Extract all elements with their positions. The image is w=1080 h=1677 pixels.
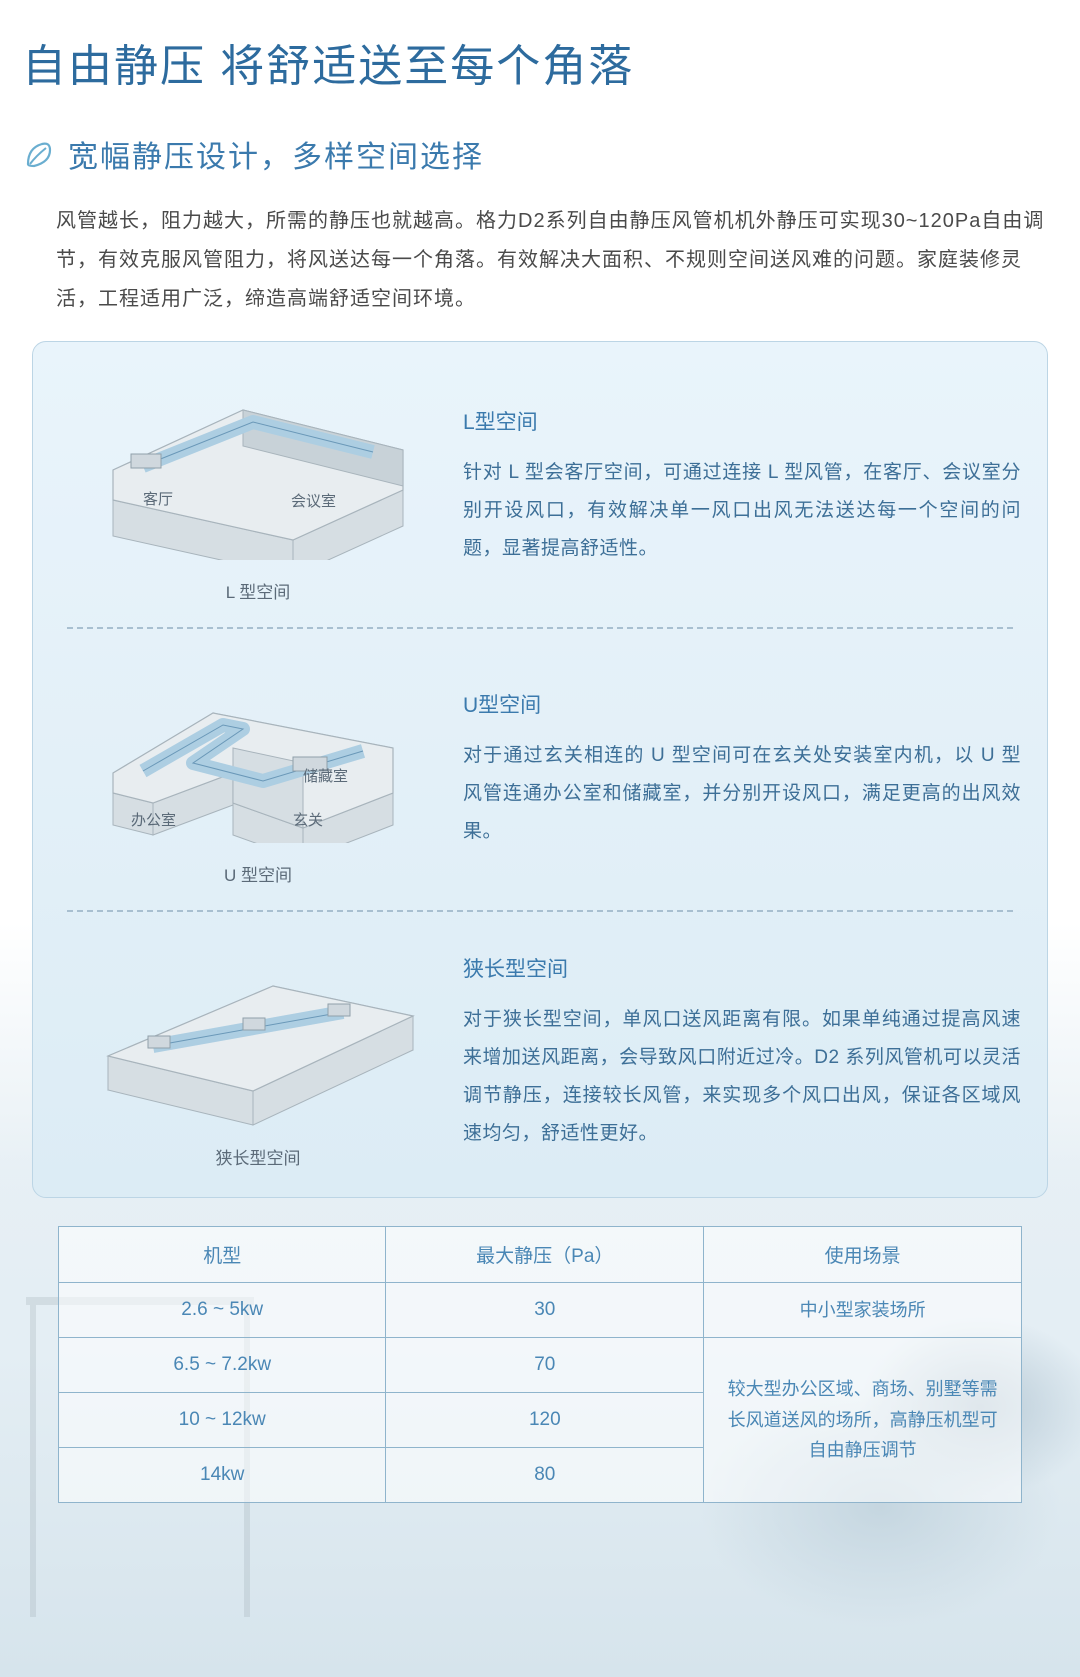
diagram-caption: L 型空间 [73, 578, 443, 603]
description-title: 狭长型空间 [463, 953, 1021, 983]
intro-paragraph: 风管越长，阻力越大，所需的静压也就越高。格力D2系列自由静压风管机机外静压可实现… [56, 202, 1058, 319]
diagram-panel: 客厅会议室L 型空间L型空间针对 L 型会客厅空间，可通过连接 L 型风管，在客… [32, 341, 1048, 1198]
cell-pressure: 70 [386, 1338, 704, 1393]
description-text: 对于通过玄关相连的 U 型空间可在玄关处安装室内机，以 U 型风管连通办公室和储… [463, 737, 1021, 851]
main-title: 自由静压 将舒适送至每个角落 [22, 30, 1058, 94]
room-label: 会议室 [291, 490, 336, 511]
room-label: 办公室 [131, 809, 176, 830]
room-label: 储藏室 [303, 765, 348, 786]
spec-table-wrap: 机型最大静压（Pa）使用场景2.6 ~ 5kw30中小型家装场所6.5 ~ 7.… [58, 1226, 1022, 1503]
cell-model: 10 ~ 12kw [59, 1393, 386, 1448]
space-block-l: 客厅会议室L 型空间L型空间针对 L 型会客厅空间，可通过连接 L 型风管，在客… [33, 360, 1047, 613]
cell-pressure: 120 [386, 1393, 704, 1448]
room-label: 玄关 [293, 809, 323, 830]
diagram-caption: 狭长型空间 [73, 1144, 443, 1169]
leaf-icon [22, 138, 54, 170]
diagram-u: 办公室 储藏室玄关 U 型空间 [73, 653, 443, 886]
cell-scene: 中小型家装场所 [704, 1283, 1022, 1338]
description-long: 狭长型空间对于狭长型空间，单风口送风距离有限。如果单纯通过提高风速来增加送风距离… [443, 953, 1021, 1153]
diagram-l: 客厅 会议室 L 型空间 [73, 370, 443, 603]
table-header: 最大静压（Pa） [386, 1227, 704, 1283]
table-header: 使用场景 [704, 1227, 1022, 1283]
description-u: U型空间对于通过玄关相连的 U 型空间可在玄关处安装室内机，以 U 型风管连通办… [443, 689, 1021, 851]
diagram-caption: U 型空间 [73, 861, 443, 886]
space-block-u: 办公室储藏室玄关U 型空间U型空间对于通过玄关相连的 U 型空间可在玄关处安装室… [33, 643, 1047, 896]
description-title: L型空间 [463, 406, 1021, 436]
description-text: 对于狭长型空间，单风口送风距离有限。如果单纯通过提高风速来增加送风距离，会导致风… [463, 1001, 1021, 1153]
table-row: 6.5 ~ 7.2kw70较大型办公区域、商场、别墅等需长风道送风的场所，高静压… [59, 1338, 1022, 1393]
block-divider [67, 910, 1013, 912]
cell-scene: 较大型办公区域、商场、别墅等需长风道送风的场所，高静压机型可自由静压调节 [704, 1338, 1022, 1503]
block-divider [67, 627, 1013, 629]
cell-model: 6.5 ~ 7.2kw [59, 1338, 386, 1393]
cell-pressure: 30 [386, 1283, 704, 1338]
description-l: L型空间针对 L 型会客厅空间，可通过连接 L 型风管，在客厅、会议室分别开设风… [443, 406, 1021, 568]
cell-pressure: 80 [386, 1448, 704, 1503]
room-label: 客厅 [143, 488, 173, 509]
space-block-long: 狭长型空间狭长型空间对于狭长型空间，单风口送风距离有限。如果单纯通过提高风速来增… [33, 926, 1047, 1179]
table-row: 2.6 ~ 5kw30中小型家装场所 [59, 1283, 1022, 1338]
spec-table: 机型最大静压（Pa）使用场景2.6 ~ 5kw30中小型家装场所6.5 ~ 7.… [58, 1226, 1022, 1503]
description-text: 针对 L 型会客厅空间，可通过连接 L 型风管，在客厅、会议室分别开设风口，有效… [463, 454, 1021, 568]
subtitle-row: 宽幅静压设计，多样空间选择 [22, 132, 1058, 176]
page-content: 自由静压 将舒适送至每个角落 宽幅静压设计，多样空间选择 风管越长，阻力越大，所… [0, 0, 1080, 1503]
cell-model: 2.6 ~ 5kw [59, 1283, 386, 1338]
description-title: U型空间 [463, 689, 1021, 719]
sub-title: 宽幅静压设计，多样空间选择 [68, 132, 484, 176]
cell-model: 14kw [59, 1448, 386, 1503]
diagram-long: 狭长型空间 [73, 936, 443, 1169]
table-header: 机型 [59, 1227, 386, 1283]
